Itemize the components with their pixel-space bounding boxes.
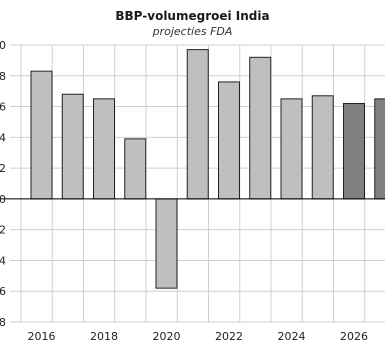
bars — [30, 49, 385, 289]
chart-title: BBP-volumegroei India — [115, 9, 270, 23]
bar-2020 — [155, 198, 178, 289]
y-tick-label: 4 — [0, 254, 6, 267]
y-tick-label: 0 — [0, 193, 6, 206]
bar-2026 — [343, 102, 365, 200]
bar-2017 — [61, 93, 84, 200]
bar-2027 — [374, 98, 385, 200]
y-tick-label: 6 — [0, 101, 6, 114]
chart-subtitle: projecties FDA — [152, 25, 233, 38]
x-tick-label: 2022 — [215, 330, 243, 343]
bar-2022 — [218, 81, 240, 200]
x-tick-label: 2026 — [340, 330, 368, 343]
y-tick-labels: 8 6 4 2 0 2 4 6 8 0 — [0, 39, 6, 329]
y-tick-label: 4 — [0, 131, 6, 144]
bar-2018 — [93, 98, 115, 200]
bar-2016 — [30, 70, 53, 200]
x-tick-label: 2024 — [278, 330, 306, 343]
x-tick-label: 2018 — [90, 330, 118, 343]
y-tick-label: 8 — [0, 70, 6, 83]
bar-2024 — [280, 98, 303, 200]
x-tick-labels: 2016 2018 2020 2022 2024 2026 — [28, 330, 369, 343]
x-tick-label: 2020 — [153, 330, 181, 343]
y-tick-label: 6 — [0, 285, 6, 298]
y-tick-label: 2 — [0, 224, 6, 237]
y-tick-label: 0 — [0, 39, 6, 52]
bar-2021 — [186, 49, 209, 200]
y-tick-label: 2 — [0, 162, 6, 175]
bar-2019 — [124, 138, 147, 200]
x-tick-label: 2016 — [28, 330, 56, 343]
bar-2025 — [311, 95, 334, 200]
bar-2023 — [249, 56, 272, 200]
y-tick-label: 8 — [0, 316, 6, 329]
